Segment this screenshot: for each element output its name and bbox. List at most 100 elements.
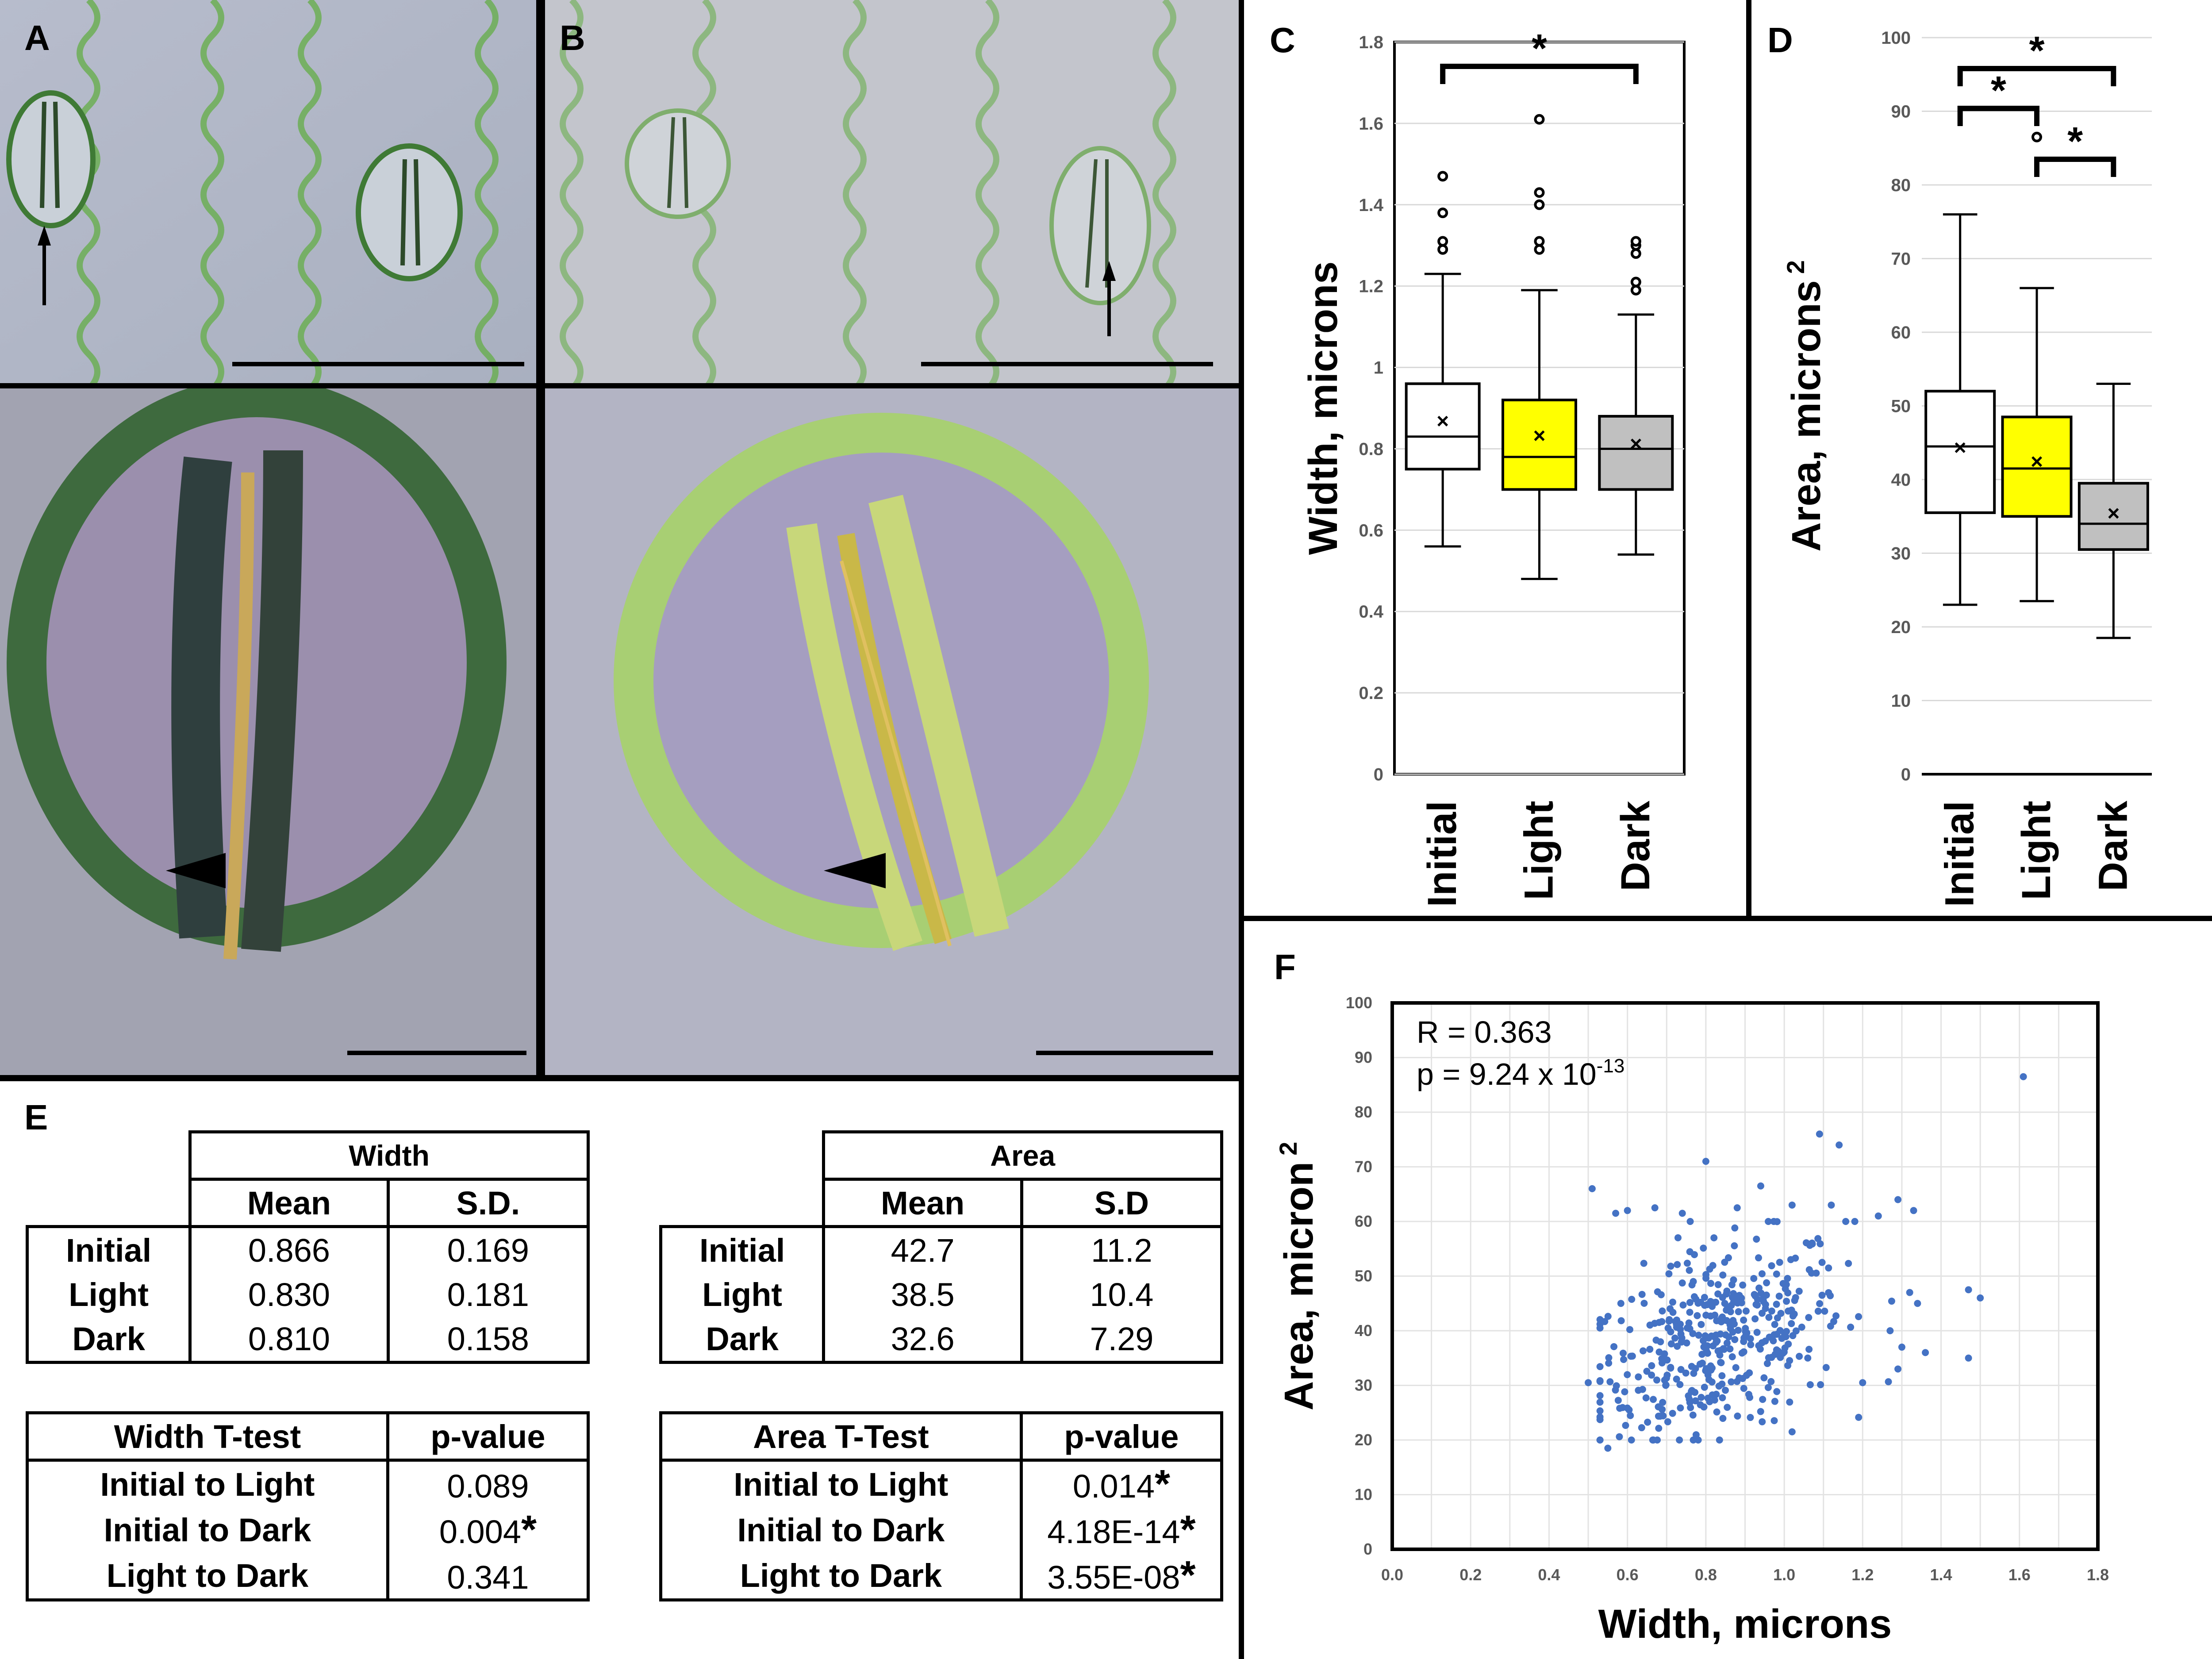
scatter-point <box>1678 1279 1686 1287</box>
scatter-point <box>1664 1324 1672 1332</box>
scatter-point <box>1663 1374 1670 1382</box>
box-initial <box>1924 390 1996 514</box>
scatter-point <box>1674 1234 1682 1241</box>
significance-star: * <box>1991 69 2006 113</box>
scatter-point <box>1750 1275 1758 1282</box>
scatter-point <box>1638 1290 1646 1298</box>
scatter-point <box>1671 1334 1679 1342</box>
scatter-point <box>1733 1204 1741 1212</box>
scatter-point <box>1596 1378 1604 1385</box>
row-label: Light <box>25 1272 192 1317</box>
scatter-point <box>1710 1234 1718 1241</box>
scatter-point <box>1616 1433 1623 1440</box>
scatter-point <box>1788 1201 1796 1209</box>
scatter-point <box>1676 1436 1683 1444</box>
scatter-point <box>1747 1414 1754 1421</box>
scatter-point <box>1669 1409 1676 1417</box>
scatter-point <box>1731 1242 1738 1250</box>
scatter-point <box>1717 1359 1724 1366</box>
scatter-point <box>1722 1386 1729 1394</box>
scatter-point <box>1845 1260 1852 1267</box>
scatter-point <box>1674 1343 1681 1350</box>
scatter-point <box>1646 1345 1654 1353</box>
scatter-point <box>1740 1338 1747 1345</box>
scatter-point <box>1813 1269 1820 1277</box>
cell-pvalue: 0.004* <box>386 1507 590 1553</box>
cell-pvalue: 0.089 <box>386 1459 590 1507</box>
scatter-point <box>1617 1300 1624 1307</box>
scatter-point <box>1755 1342 1763 1349</box>
scatter-point <box>1786 1357 1793 1364</box>
x-tick-label: 0.6 <box>1617 1566 1639 1584</box>
scatter-point <box>1755 1254 1762 1262</box>
scatter-point <box>1650 1396 1657 1403</box>
scatter-point <box>1830 1318 1837 1325</box>
scatter-point <box>1806 1381 1814 1388</box>
significance-bracket <box>1957 106 2039 126</box>
scatter-point <box>1759 1295 1767 1302</box>
cell-pvalue: 4.18E-14* <box>1019 1507 1224 1553</box>
scatter-point <box>1763 1360 1771 1367</box>
scatter-point <box>1697 1321 1705 1328</box>
scatter-point <box>1659 1307 1666 1315</box>
panel-label-b: B <box>560 18 585 58</box>
scatter-point <box>1798 1323 1805 1331</box>
scatter-point <box>1805 1314 1813 1321</box>
x-tick-label: 1.0 <box>1773 1566 1795 1584</box>
scatter-point <box>1676 1381 1684 1388</box>
scatter-point <box>1768 1307 1775 1315</box>
scatter-point <box>1673 1316 1681 1324</box>
scatter-point <box>1855 1413 1863 1421</box>
scatter-point <box>1596 1398 1604 1406</box>
scatter-point <box>1640 1299 1648 1307</box>
scatter-point <box>1842 1218 1850 1225</box>
scatter-point <box>1685 1319 1693 1327</box>
scatter-point <box>1786 1398 1793 1406</box>
cell-value: 42.7 <box>822 1225 1023 1272</box>
scatter-point <box>1667 1263 1674 1270</box>
scatter-point <box>1859 1379 1866 1386</box>
scatter-point <box>1764 1384 1772 1391</box>
cell-pvalue: 0.014* <box>1019 1459 1224 1507</box>
cell-value: 10.4 <box>1020 1272 1224 1317</box>
scatter-point <box>1653 1376 1661 1384</box>
scatter-point <box>1655 1403 1662 1410</box>
scatter-point <box>1828 1201 1835 1209</box>
col-sd: S.D. <box>386 1178 590 1228</box>
row-label: Initial to Dark <box>659 1507 1023 1553</box>
micrograph-a-top <box>0 0 536 384</box>
scatter-point <box>1874 1212 1882 1220</box>
outlier-point <box>1437 236 1448 247</box>
y-tick-label: 10 <box>1891 691 1911 711</box>
scatter-point <box>1694 1312 1701 1319</box>
cell-value: 0.830 <box>188 1272 390 1317</box>
scatter-point <box>1767 1378 1775 1385</box>
scatter-point <box>1914 1300 1921 1307</box>
scatter-point <box>1677 1404 1684 1412</box>
scatter-point <box>1709 1391 1716 1399</box>
scatter-point <box>1795 1287 1803 1295</box>
scatter-point <box>1753 1236 1760 1243</box>
x-category-label: Light <box>1517 801 1562 900</box>
scatter-point <box>1719 1415 1727 1422</box>
scatter-point <box>1777 1310 1785 1317</box>
scatter-point <box>1814 1307 1822 1315</box>
scatter-point <box>1827 1292 1834 1299</box>
y-tick-label: 10 <box>1355 1486 1372 1504</box>
scatter-point <box>1851 1218 1859 1225</box>
scatter-point <box>1659 1398 1667 1406</box>
outlier-point <box>1630 236 1641 247</box>
y-tick-label: 0.6 <box>1359 521 1383 540</box>
divider-b-right <box>1239 0 1244 1659</box>
width-header: Width <box>188 1130 590 1181</box>
row-label: Light to Dark <box>659 1553 1023 1601</box>
y-tick-label: 1 <box>1374 358 1383 378</box>
cell-pvalue: 0.341 <box>386 1553 590 1601</box>
scatter-point <box>1677 1366 1685 1373</box>
panel-label-c: C <box>1270 20 1295 60</box>
scatter-point <box>1706 1265 1713 1273</box>
scatter-point <box>1605 1354 1613 1362</box>
scatter-point <box>1627 1412 1634 1419</box>
scatter-point <box>1700 1244 1707 1252</box>
scatter-point <box>1779 1280 1787 1287</box>
